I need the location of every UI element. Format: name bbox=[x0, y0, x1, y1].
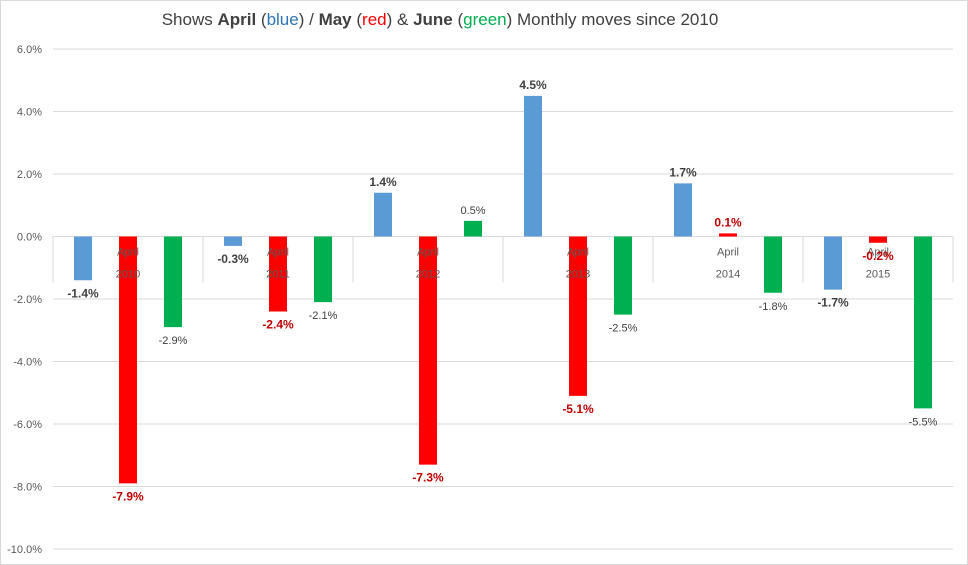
bar-may bbox=[419, 236, 437, 465]
category-month-label: April bbox=[717, 247, 739, 259]
title-red: red bbox=[362, 10, 387, 29]
data-label-june: -2.9% bbox=[159, 335, 188, 347]
data-label-april: -1.4% bbox=[67, 286, 99, 300]
data-label-may: -7.9% bbox=[112, 489, 144, 503]
bar-june bbox=[164, 236, 182, 328]
chart-title: Shows April (blue) / May (red) & June (g… bbox=[161, 10, 719, 29]
bar-april bbox=[224, 236, 242, 246]
y-tick-label: -6.0% bbox=[13, 419, 42, 431]
y-tick-label: 4.0% bbox=[17, 107, 42, 119]
data-label-may: -2.4% bbox=[262, 318, 294, 332]
y-tick-label: 6.0% bbox=[17, 44, 42, 56]
bar-april bbox=[524, 95, 542, 237]
category-month-label: April bbox=[867, 247, 889, 259]
bar-april bbox=[674, 183, 692, 237]
data-label-may: -7.3% bbox=[412, 471, 444, 485]
y-tick-label: -10.0% bbox=[7, 544, 42, 556]
category-month-label: April bbox=[567, 247, 589, 259]
title-prefix: Shows bbox=[161, 10, 218, 29]
bar-june bbox=[914, 236, 932, 409]
data-label-april: 1.4% bbox=[369, 175, 397, 189]
y-tick-label: -4.0% bbox=[13, 357, 42, 369]
y-tick-label: -8.0% bbox=[13, 482, 42, 494]
data-label-april: 1.7% bbox=[669, 165, 697, 179]
title-green: green bbox=[463, 10, 507, 29]
category-year-label: 2015 bbox=[866, 269, 890, 281]
category-year-label: 2012 bbox=[416, 269, 440, 281]
bar-june bbox=[314, 236, 332, 303]
bar-may bbox=[119, 236, 137, 484]
title-june: June bbox=[413, 10, 453, 29]
data-label-april: -1.7% bbox=[817, 296, 849, 310]
bar-may bbox=[719, 233, 737, 237]
data-label-june: -5.5% bbox=[909, 416, 938, 428]
bar-april bbox=[824, 236, 842, 290]
title-april: April bbox=[217, 10, 257, 29]
bar-april bbox=[74, 236, 92, 281]
data-label-april: 4.5% bbox=[519, 78, 547, 92]
data-label-may: -5.1% bbox=[562, 402, 594, 416]
data-label-may: -0.2% bbox=[862, 249, 894, 263]
data-label-june: 0.5% bbox=[460, 205, 485, 217]
y-tick-label: 2.0% bbox=[17, 169, 42, 181]
data-label-june: -2.5% bbox=[609, 323, 638, 335]
bar-june bbox=[464, 220, 482, 237]
title-may: May bbox=[318, 10, 352, 29]
bar-june bbox=[614, 236, 632, 315]
data-label-june: -1.8% bbox=[759, 301, 788, 313]
y-tick-label: 0.0% bbox=[17, 232, 42, 244]
category-year-label: 2014 bbox=[716, 269, 740, 281]
bar-may bbox=[869, 236, 887, 243]
category-month-label: April bbox=[117, 247, 139, 259]
data-label-april: -0.3% bbox=[217, 252, 249, 266]
data-label-may: 0.1% bbox=[714, 215, 742, 229]
category-month-label: April bbox=[267, 247, 289, 259]
category-year-label: 2013 bbox=[566, 269, 590, 281]
bar-may bbox=[269, 236, 287, 312]
bar-april bbox=[374, 192, 392, 237]
category-year-label: 2010 bbox=[116, 269, 140, 281]
category-year-label: 2011 bbox=[266, 269, 290, 281]
bar-may bbox=[569, 236, 587, 396]
bar-june bbox=[764, 236, 782, 293]
title-suffix: Monthly moves since 2010 bbox=[512, 10, 719, 29]
title-blue: blue bbox=[266, 10, 299, 29]
category-month-label: April bbox=[417, 247, 439, 259]
data-label-june: -2.1% bbox=[309, 310, 338, 322]
y-tick-label: -2.0% bbox=[13, 294, 42, 306]
